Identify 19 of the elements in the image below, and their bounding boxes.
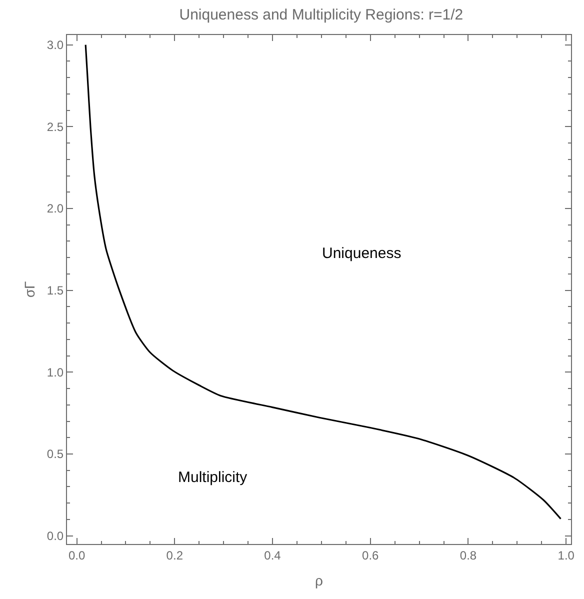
- x-tick-label: 0.4: [264, 548, 282, 562]
- y-axis-title: σΓ: [22, 281, 38, 298]
- y-tick-label: 2.0: [46, 202, 64, 216]
- annotation: Uniqueness: [322, 245, 402, 262]
- x-axis-title: ρ: [315, 572, 324, 589]
- x-tick-label: 0.2: [166, 548, 184, 562]
- annotation: Multiplicity: [178, 469, 248, 486]
- x-tick-label: 0.6: [362, 548, 380, 562]
- line-series: [84, 44, 562, 520]
- y-tick-label: 2.5: [46, 120, 64, 134]
- y-tick-label: 0.5: [46, 447, 64, 462]
- y-tick-label: 1.5: [46, 284, 64, 298]
- chart-title: Uniqueness and Multiplicity Regions: r=1/2: [179, 6, 464, 24]
- x-tick-label: 1.0: [558, 548, 575, 562]
- y-tick-label: 3.0: [46, 38, 64, 52]
- x-tick-label: 0.8: [460, 548, 477, 562]
- x-tick-label: 0.0: [68, 548, 86, 562]
- y-tick-label: 1.0: [46, 365, 64, 380]
- y-tick-label: 0.0: [46, 529, 64, 544]
